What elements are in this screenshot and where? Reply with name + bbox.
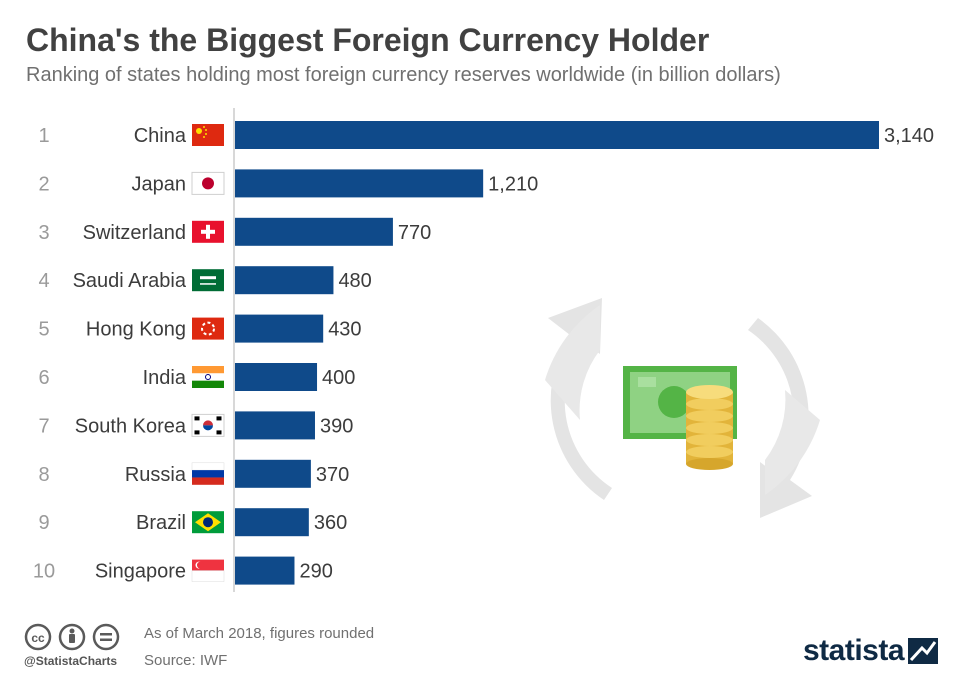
rank-label: 5: [38, 319, 49, 341]
brand-name: statista: [803, 634, 905, 667]
singapore-flag: [191, 559, 225, 582]
value-label: 1,210: [488, 173, 538, 195]
bar: [235, 266, 334, 295]
bar: [235, 169, 484, 198]
rank-label: 2: [38, 173, 49, 195]
value-label: 290: [299, 561, 332, 583]
footnote: As of March 2018, figures rounded: [144, 625, 375, 642]
value-label: 400: [322, 367, 355, 389]
country-label: Hong Kong: [86, 319, 186, 341]
south-korea-flag: [191, 413, 225, 437]
russia-flag: [191, 462, 225, 485]
country-label: Russia: [125, 464, 187, 486]
rank-label: 8: [38, 464, 49, 486]
country-label: India: [143, 367, 187, 389]
cc-icon: cc: [24, 623, 52, 651]
value-label: 480: [338, 270, 371, 292]
by-icon: [58, 623, 86, 651]
country-label: China: [134, 125, 187, 147]
chart-subtitle: Ranking of states holding most foreign c…: [26, 64, 781, 86]
switzerland-flag: [192, 220, 224, 243]
bar: [235, 314, 324, 343]
hong-kong-flag: [192, 317, 224, 340]
nd-icon: [92, 623, 120, 651]
value-label: 370: [316, 464, 349, 486]
country-label: Singapore: [95, 561, 186, 583]
currency-illustration: [545, 298, 820, 518]
coin-stack-icon: [686, 385, 733, 470]
bar: [235, 121, 879, 149]
value-label: 390: [320, 415, 353, 437]
rank-label: 1: [38, 125, 49, 147]
rank-label: 9: [38, 512, 49, 534]
bar: [235, 363, 318, 391]
statista-logo-icon: [908, 638, 939, 664]
country-label: Saudi Arabia: [73, 270, 187, 292]
value-label: 770: [398, 222, 431, 244]
twitter-handle[interactable]: @StatistaCharts: [24, 654, 118, 668]
japan-flag: [191, 171, 225, 195]
cycle-arrows-icon: [545, 298, 820, 518]
rank-label: 4: [38, 270, 49, 292]
bar: [235, 459, 311, 488]
rank-label: 6: [38, 367, 49, 389]
india-flag: [192, 366, 224, 388]
bar: [235, 556, 295, 585]
value-label: 360: [314, 512, 347, 534]
china-flag: [192, 124, 224, 146]
chart-title: China's the Biggest Foreign Currency Hol…: [26, 22, 710, 58]
value-label: 430: [328, 319, 361, 341]
bar: [235, 508, 309, 537]
svg-text:cc: cc: [31, 631, 45, 645]
bar: [235, 411, 315, 440]
value-label: 3,140: [884, 125, 934, 147]
country-label: Switzerland: [83, 222, 186, 244]
country-label: Brazil: [136, 512, 186, 534]
saudi-arabia-flag: [192, 269, 224, 292]
brazil-flag: [192, 511, 224, 534]
statista-logo[interactable]: statista: [803, 634, 939, 668]
bar-chart: 1 China 3,140 2 Japan 1,210 3 Switzerland 770 4 Sa…: [33, 108, 934, 592]
rank-label: 7: [38, 415, 49, 437]
rank-label: 10: [33, 561, 55, 583]
bar: [235, 217, 393, 246]
country-label: South Korea: [75, 415, 187, 437]
source-note: Source: IWF: [144, 652, 228, 669]
country-label: Japan: [132, 173, 187, 195]
license-icons: cc: [24, 623, 120, 651]
rank-label: 3: [38, 222, 49, 244]
